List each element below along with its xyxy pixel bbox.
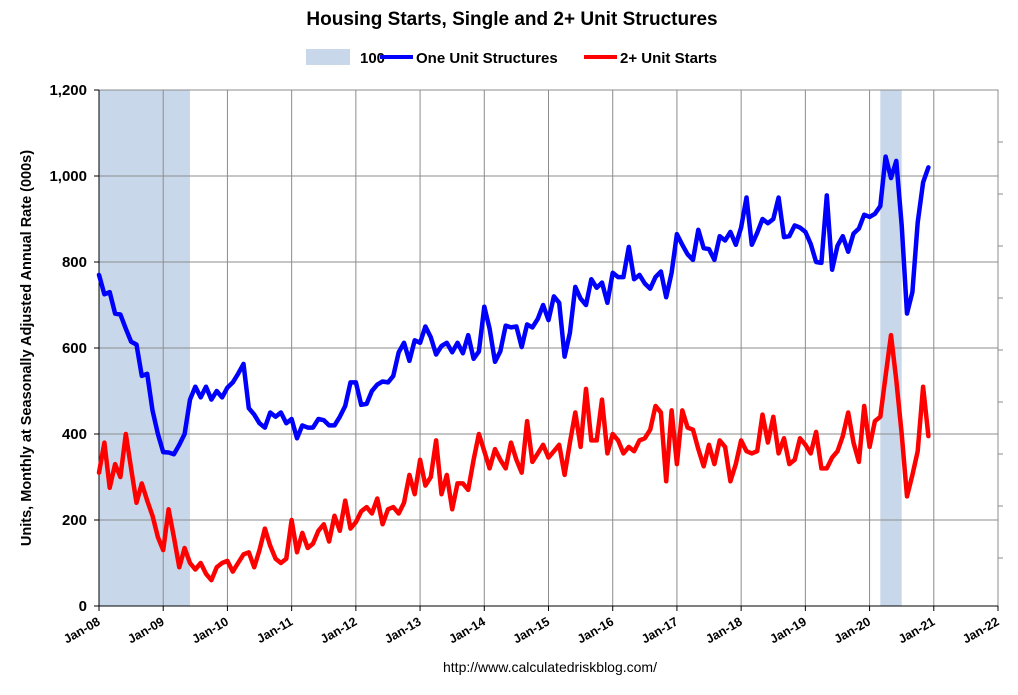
y-tick-label: 200: [62, 512, 87, 529]
series-line-2plus-unit: [96, 332, 931, 583]
x-tick-label: Jan-18: [703, 614, 744, 646]
x-tick-label: Jan-12: [318, 614, 359, 646]
gridlines: [98, 89, 1003, 607]
x-tick-label: Jan-19: [768, 614, 809, 646]
y-tick-label: 1,000: [49, 168, 87, 185]
y-tick-label: 0: [79, 598, 87, 615]
y-tick-label: 400: [62, 426, 87, 443]
x-tick-label: Jan-14: [446, 614, 487, 646]
x-tick-label: Jan-21: [896, 614, 937, 646]
y-axis-label: Units, Monthly at Seasonally Adjusted An…: [19, 150, 35, 546]
x-tick-label: Jan-20: [832, 614, 873, 646]
x-tick-label: Jan-08: [61, 614, 102, 646]
legend-label-one-unit: One Unit Structures: [416, 50, 558, 67]
x-tick-label: Jan-09: [125, 614, 166, 646]
y-tick-label: 600: [62, 340, 87, 357]
x-tick-label: Jan-11: [254, 614, 295, 646]
series-lines: [96, 154, 931, 583]
y-tick-label: 800: [62, 254, 87, 271]
x-tick-label: Jan-15: [511, 614, 552, 646]
legend-swatch-recession: [306, 49, 350, 65]
x-tick-label: Jan-10: [190, 614, 231, 646]
source-url: http://www.calculatedriskblog.com/: [443, 659, 657, 675]
x-tick-label: Jan-17: [639, 614, 680, 646]
series-line-one-unit: [96, 154, 931, 457]
x-tick-label: Jan-16: [575, 614, 616, 646]
x-tick-label: Jan-22: [960, 614, 1001, 646]
legend: 100 One Unit Structures 2+ Unit Starts: [306, 49, 717, 67]
y-tick-label: 1,200: [49, 82, 87, 99]
chart-title: Housing Starts, Single and 2+ Unit Struc…: [306, 9, 717, 30]
legend-label-2plus-unit: 2+ Unit Starts: [620, 50, 717, 67]
axes: 0 200 400 600 800 1,000 1,200 Jan-08 Jan-09 Jan-1…: [49, 82, 1001, 646]
legend-label-recession: 100: [360, 50, 385, 67]
x-tick-label: Jan-13: [382, 614, 423, 646]
